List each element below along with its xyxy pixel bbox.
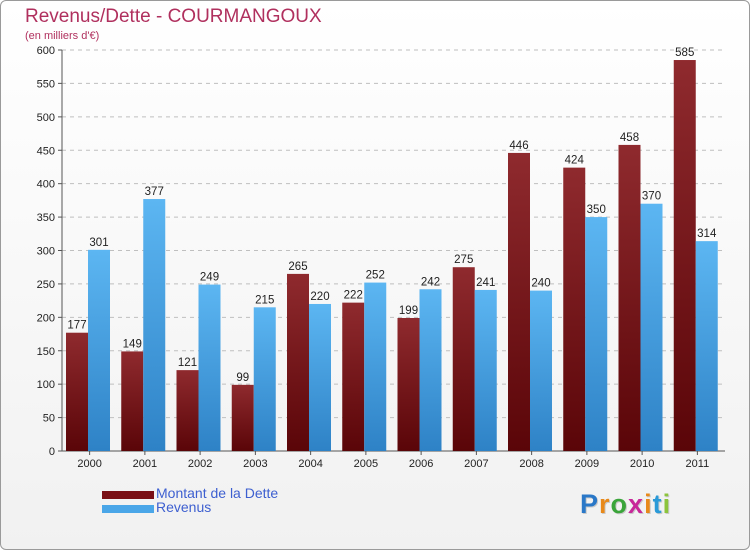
x-tick-label-2001: 2001 xyxy=(133,458,157,470)
y-tick-label: 150 xyxy=(37,346,55,358)
y-tick-label: 450 xyxy=(37,145,55,157)
x-tick-label-2003: 2003 xyxy=(243,458,267,470)
y-tick-label: 250 xyxy=(37,279,55,291)
data-label-revenus-2008: 240 xyxy=(531,278,550,290)
data-label-dette-2009: 424 xyxy=(565,155,585,167)
bar-revenus-2003 xyxy=(253,307,276,451)
bar-dette-2008 xyxy=(508,152,530,451)
x-tick-label-2000: 2000 xyxy=(77,458,101,470)
y-tick-label: 600 xyxy=(37,45,55,57)
bar-dette-2010 xyxy=(618,144,641,452)
bar-dette-2011 xyxy=(673,60,696,452)
x-tick-label-2006: 2006 xyxy=(409,458,433,470)
chart-title: Revenus/Dette - COURMANGOUX xyxy=(25,6,322,27)
bar-revenus-2011 xyxy=(695,241,718,451)
y-tick-label: 100 xyxy=(37,379,55,391)
data-label-dette-2010: 458 xyxy=(620,132,639,144)
bar-revenus-2007 xyxy=(474,289,497,451)
y-tick-label: 550 xyxy=(37,78,55,90)
bar-dette-2002 xyxy=(176,370,199,451)
y-tick-label: 400 xyxy=(37,179,55,191)
logo-letter: t xyxy=(652,489,663,519)
x-tick-label-2011: 2011 xyxy=(686,458,710,470)
legend-label-dette: Montant de la Dette xyxy=(156,485,279,501)
bar-revenus-2010 xyxy=(640,203,663,451)
data-label-revenus-2000: 301 xyxy=(89,237,108,249)
x-tick-label-2007: 2007 xyxy=(464,458,488,470)
data-label-revenus-2004: 220 xyxy=(310,291,329,303)
x-tick-label-2005: 2005 xyxy=(354,458,378,470)
x-tick-label-2010: 2010 xyxy=(630,458,654,470)
bar-dette-2005 xyxy=(342,302,365,451)
data-label-revenus-2003: 215 xyxy=(255,294,274,306)
x-tick-label-2004: 2004 xyxy=(298,458,322,470)
bar-dette-2001 xyxy=(121,351,144,451)
bar-revenus-2002 xyxy=(198,284,221,451)
legend-swatch-dette xyxy=(102,491,154,499)
logo-letter: r xyxy=(599,489,611,519)
logo-letter: i xyxy=(644,489,653,519)
data-label-dette-2006: 199 xyxy=(399,305,418,317)
bar-dette-2000 xyxy=(66,332,88,451)
data-label-revenus-2001: 377 xyxy=(145,186,164,198)
data-label-dette-2007: 275 xyxy=(454,254,473,266)
data-label-revenus-2002: 249 xyxy=(200,272,219,284)
bar-dette-2006 xyxy=(397,318,420,451)
bar-revenus-2009 xyxy=(585,217,608,451)
bar-dette-2003 xyxy=(231,384,254,451)
bar-revenus-2000 xyxy=(88,249,110,451)
logo-letter: i xyxy=(662,489,672,519)
bar-revenus-2006 xyxy=(419,289,442,451)
data-label-dette-2011: 585 xyxy=(675,47,694,59)
bar-revenus-2004 xyxy=(309,303,331,451)
bar-revenus-2008 xyxy=(530,290,552,451)
data-label-dette-2002: 121 xyxy=(178,357,197,369)
y-tick-label: 0 xyxy=(49,446,55,458)
data-label-revenus-2007: 241 xyxy=(476,277,495,289)
data-label-revenus-2009: 350 xyxy=(587,204,606,216)
x-tick-label-2009: 2009 xyxy=(575,458,599,470)
x-tick-label-2002: 2002 xyxy=(188,458,212,470)
data-label-dette-2005: 222 xyxy=(344,290,363,302)
y-tick-label: 500 xyxy=(37,112,55,124)
bar-dette-2004 xyxy=(287,273,309,451)
y-tick-label: 350 xyxy=(37,212,55,224)
data-label-dette-2004: 265 xyxy=(288,261,307,273)
legend-label-revenus: Revenus xyxy=(156,499,212,515)
data-label-dette-2001: 149 xyxy=(123,338,142,350)
data-label-revenus-2010: 370 xyxy=(642,191,661,203)
logo-letter: o xyxy=(610,489,629,519)
x-tick-label-2008: 2008 xyxy=(519,458,543,470)
logo-letter: P xyxy=(580,489,600,519)
data-label-dette-2000: 177 xyxy=(67,320,86,332)
data-label-dette-2003: 99 xyxy=(236,372,249,384)
data-label-dette-2008: 446 xyxy=(509,140,528,152)
legend-swatch-revenus xyxy=(102,505,154,513)
data-label-revenus-2011: 314 xyxy=(697,228,717,240)
y-tick-label: 200 xyxy=(37,312,55,324)
bar-dette-2007 xyxy=(452,267,475,451)
logo-letter: x xyxy=(628,489,645,519)
y-tick-label: 300 xyxy=(37,246,55,258)
proxiti-logo: Proxiti xyxy=(580,489,671,520)
data-label-revenus-2005: 252 xyxy=(366,270,385,282)
y-tick-label: 50 xyxy=(43,413,55,425)
bar-revenus-2005 xyxy=(364,282,387,451)
bar-dette-2009 xyxy=(563,167,586,452)
bar-revenus-2001 xyxy=(143,199,166,451)
chart-subtitle: (en milliers d'€) xyxy=(25,30,100,42)
data-label-revenus-2006: 242 xyxy=(421,276,440,288)
